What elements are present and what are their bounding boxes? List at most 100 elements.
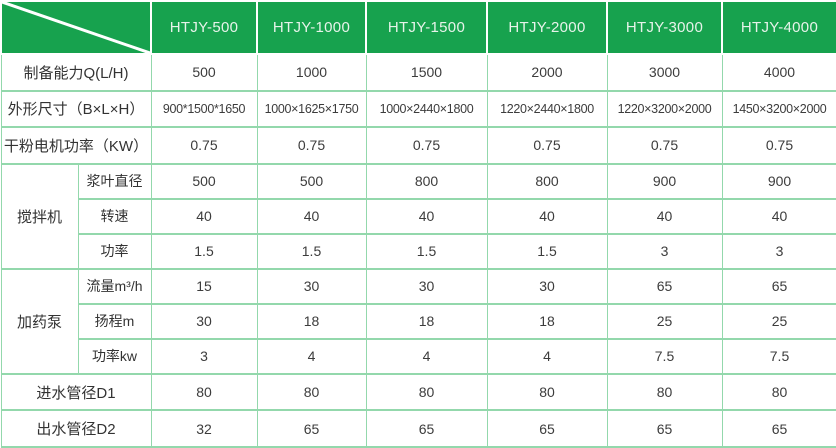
spec-value: 40 bbox=[606, 197, 723, 235]
column-header: HTJY-1000 bbox=[256, 0, 367, 55]
spec-value: 0.75 bbox=[721, 126, 836, 165]
table-row: 扬程m 30 18 18 18 25 25 bbox=[1, 302, 836, 340]
row-label: 功率kw bbox=[77, 337, 152, 375]
row-label: 扬程m bbox=[77, 302, 152, 340]
group-label-dosing-pump: 加药泵 bbox=[0, 267, 79, 375]
table-row: 功率kw 3 4 4 4 7.5 7.5 bbox=[1, 337, 836, 375]
row-label: 浆叶直径 bbox=[77, 162, 152, 200]
spec-value: 30 bbox=[256, 267, 367, 305]
table-row: 干粉电机功率（KW） 0.75 0.75 0.75 0.75 0.75 0.75 bbox=[0, 126, 836, 165]
spec-value: 900*1500*1650 bbox=[150, 89, 258, 129]
spec-value: 30 bbox=[486, 267, 608, 305]
spec-value: 65 bbox=[606, 267, 723, 305]
spec-value: 800 bbox=[486, 162, 608, 200]
spec-value: 80 bbox=[150, 372, 258, 412]
spec-value: 4000 bbox=[721, 53, 836, 92]
spec-value: 80 bbox=[721, 372, 836, 412]
table-row: 外形尺寸（B×L×H） 900*1500*1650 1000×1625×1750… bbox=[0, 89, 836, 129]
spec-value: 80 bbox=[606, 372, 723, 412]
spec-value: 0.75 bbox=[606, 126, 723, 165]
spec-value: 30 bbox=[150, 302, 258, 340]
spec-value: 15 bbox=[150, 267, 258, 305]
spec-value: 3 bbox=[606, 232, 723, 270]
table-row: 进水管径D1 80 80 80 80 80 80 bbox=[0, 372, 836, 412]
spec-value: 900 bbox=[721, 162, 836, 200]
spec-value: 40 bbox=[150, 197, 258, 235]
spec-value: 7.5 bbox=[606, 337, 723, 375]
table-row: 加药泵 流量m³/h 15 30 30 30 65 65 bbox=[0, 267, 836, 375]
spec-value: 40 bbox=[365, 197, 488, 235]
spec-value: 32 bbox=[150, 409, 258, 448]
spec-value: 2000 bbox=[486, 53, 608, 92]
spec-value: 65 bbox=[721, 409, 836, 448]
spec-value: 40 bbox=[721, 197, 836, 235]
spec-value: 65 bbox=[365, 409, 488, 448]
row-label: 出水管径D2 bbox=[0, 409, 152, 448]
table-header-row: HTJY-500 HTJY-1000 HTJY-1500 HTJY-2000 H… bbox=[0, 0, 836, 55]
table-row: 转速 40 40 40 40 40 40 bbox=[1, 197, 836, 235]
column-header: HTJY-2000 bbox=[486, 0, 608, 55]
column-header: HTJY-1500 bbox=[365, 0, 488, 55]
row-label: 干粉电机功率（KW） bbox=[0, 126, 152, 165]
row-label: 流量m³/h bbox=[77, 267, 152, 305]
spec-value: 25 bbox=[721, 302, 836, 340]
spec-value: 3 bbox=[721, 232, 836, 270]
spec-value: 4 bbox=[486, 337, 608, 375]
column-header: HTJY-4000 bbox=[721, 0, 836, 55]
spec-value: 800 bbox=[365, 162, 488, 200]
spec-value: 40 bbox=[486, 197, 608, 235]
spec-value: 80 bbox=[365, 372, 488, 412]
diagonal-line bbox=[2, 2, 150, 53]
spec-value: 1.5 bbox=[486, 232, 608, 270]
spec-value: 4 bbox=[365, 337, 488, 375]
spec-value: 3 bbox=[150, 337, 258, 375]
table-row: 功率 1.5 1.5 1.5 1.5 3 3 bbox=[1, 232, 836, 270]
spec-value: 1220×3200×2000 bbox=[606, 89, 723, 129]
spec-value: 1.5 bbox=[256, 232, 367, 270]
table-row: 搅拌机 浆叶直径 500 500 800 800 900 900 bbox=[0, 162, 836, 270]
row-label: 功率 bbox=[77, 232, 152, 270]
spec-value: 65 bbox=[606, 409, 723, 448]
spec-value: 80 bbox=[256, 372, 367, 412]
spec-value: 4 bbox=[256, 337, 367, 375]
spec-value: 65 bbox=[256, 409, 367, 448]
spec-value: 1000 bbox=[256, 53, 367, 92]
spec-value: 80 bbox=[486, 372, 608, 412]
spec-value: 0.75 bbox=[150, 126, 258, 165]
column-header: HTJY-3000 bbox=[606, 0, 723, 55]
row-label: 外形尺寸（B×L×H） bbox=[0, 89, 152, 129]
row-label: 制备能力Q(L/H) bbox=[0, 53, 152, 92]
spec-value: 65 bbox=[486, 409, 608, 448]
row-label: 转速 bbox=[77, 197, 152, 235]
spec-value: 18 bbox=[486, 302, 608, 340]
spec-value: 1000×1625×1750 bbox=[256, 89, 367, 129]
spec-value: 1.5 bbox=[150, 232, 258, 270]
spec-value: 18 bbox=[365, 302, 488, 340]
spec-value: 0.75 bbox=[256, 126, 367, 165]
spec-value: 1220×2440×1800 bbox=[486, 89, 608, 129]
spec-value: 25 bbox=[606, 302, 723, 340]
spec-value: 900 bbox=[606, 162, 723, 200]
spec-value: 40 bbox=[256, 197, 367, 235]
column-header: HTJY-500 bbox=[150, 0, 258, 55]
spec-value: 500 bbox=[150, 53, 258, 92]
spec-value: 3000 bbox=[606, 53, 723, 92]
spec-value: 7.5 bbox=[721, 337, 836, 375]
group-label-mixer: 搅拌机 bbox=[0, 162, 79, 270]
spec-value: 18 bbox=[256, 302, 367, 340]
table-row: 出水管径D2 32 65 65 65 65 65 bbox=[0, 409, 836, 448]
row-label: 进水管径D1 bbox=[0, 372, 152, 412]
spec-value: 1450×3200×2000 bbox=[721, 89, 836, 129]
spec-value: 500 bbox=[150, 162, 258, 200]
spec-value: 0.75 bbox=[486, 126, 608, 165]
table-row: 制备能力Q(L/H) 500 1000 1500 2000 3000 4000 bbox=[0, 53, 836, 92]
spec-value: 1.5 bbox=[365, 232, 488, 270]
spec-value: 500 bbox=[256, 162, 367, 200]
spec-value: 30 bbox=[365, 267, 488, 305]
diagonal-header-cell bbox=[0, 0, 152, 55]
spec-value: 1000×2440×1800 bbox=[365, 89, 488, 129]
spec-value: 1500 bbox=[365, 53, 488, 92]
spec-value: 65 bbox=[721, 267, 836, 305]
